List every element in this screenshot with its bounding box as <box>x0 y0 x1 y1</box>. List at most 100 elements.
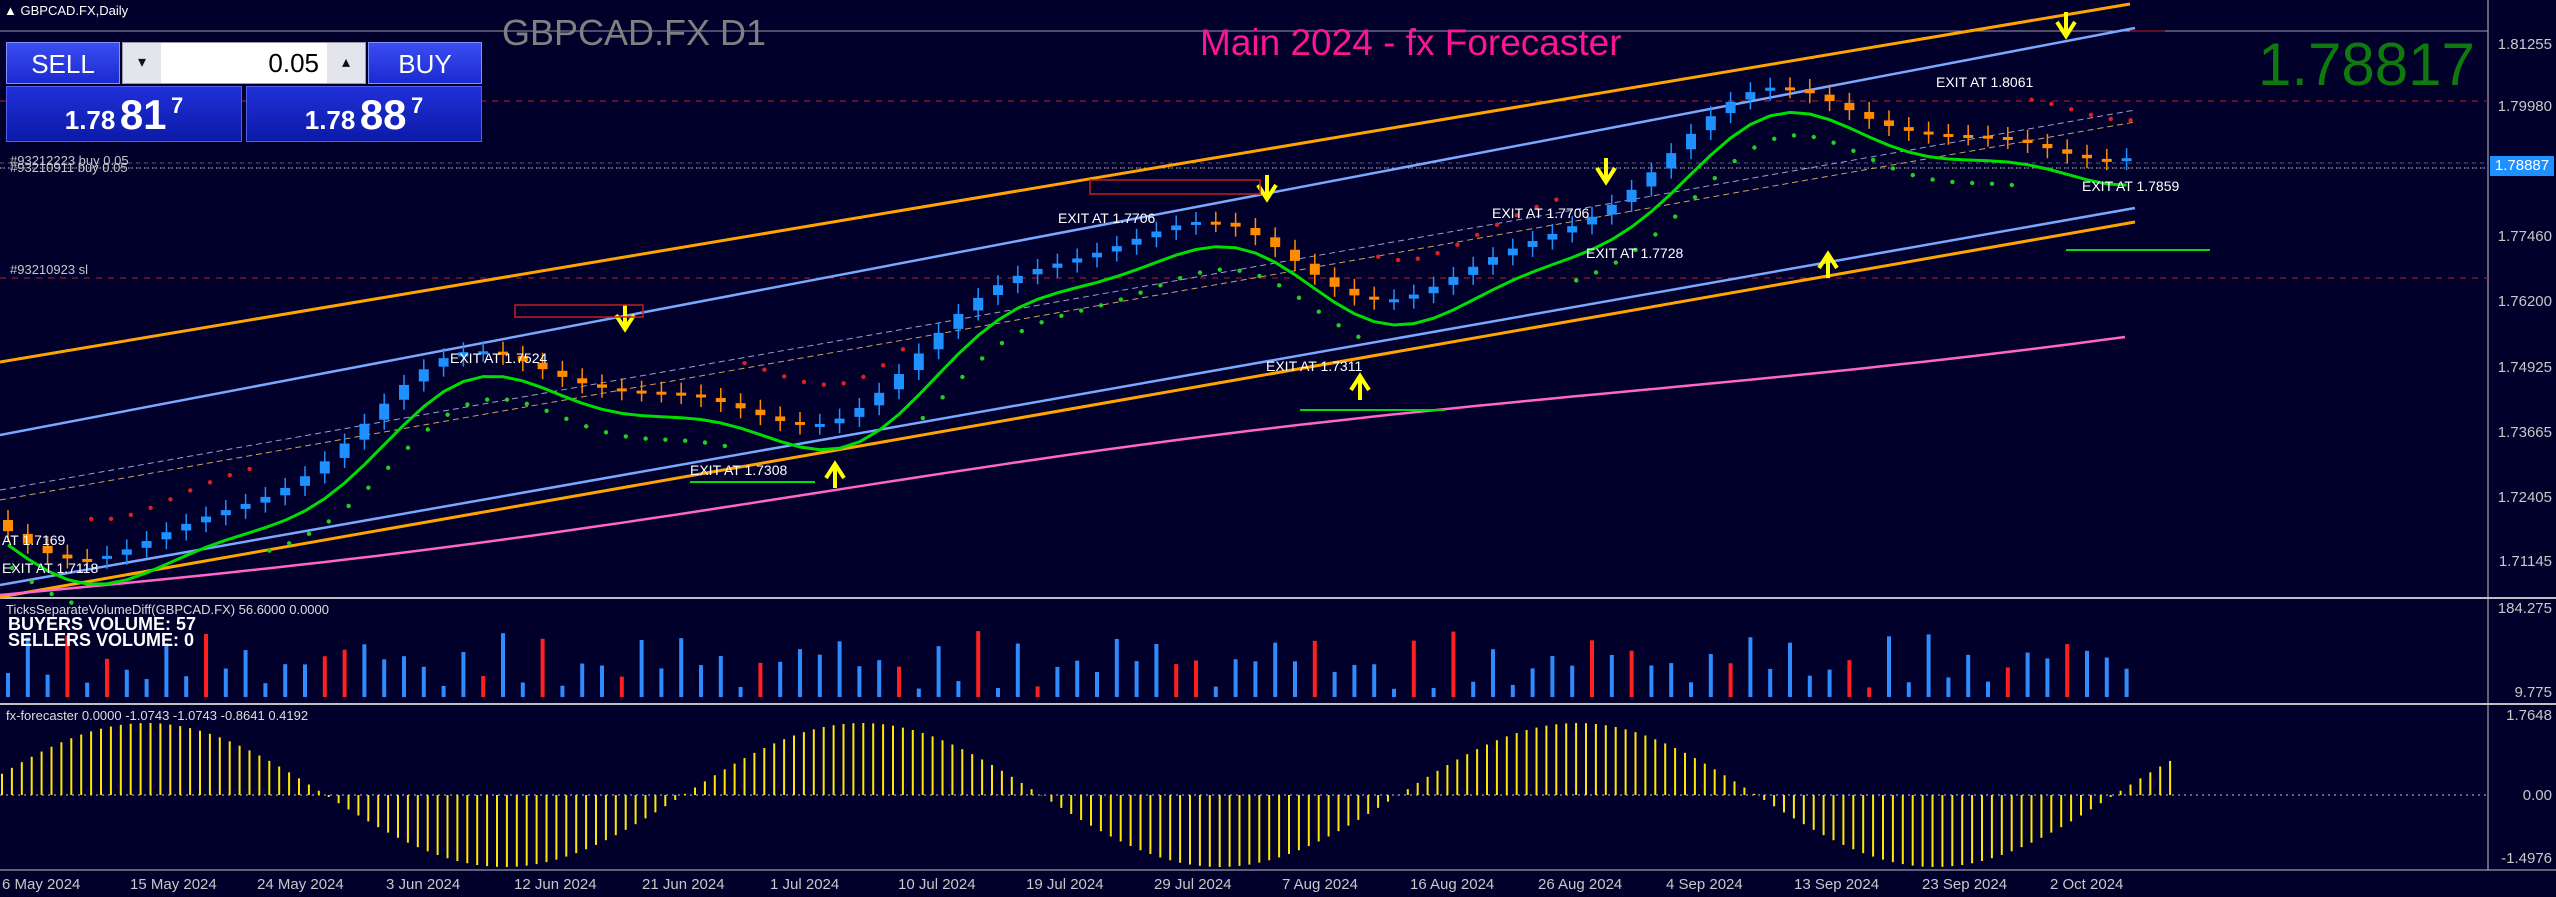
sell-arrow-icon <box>1256 175 1278 203</box>
sar-dot <box>564 416 569 421</box>
sar-dot <box>1950 179 1955 185</box>
sar-dot <box>1296 295 1302 300</box>
lot-stepper[interactable]: ▾ ▴ <box>122 42 366 84</box>
sar-dot <box>1534 204 1539 210</box>
buy-price-prefix: 1.78 <box>304 105 356 135</box>
lot-increase-icon[interactable]: ▴ <box>327 43 365 83</box>
buy-volume-bar <box>1253 661 1258 697</box>
buy-volume-bar <box>2085 650 2089 697</box>
sell-volume-bar <box>1174 664 1179 697</box>
sar-dot <box>1494 222 1500 227</box>
buy-volume-bar <box>6 673 10 697</box>
sar-dot <box>1890 166 1896 171</box>
buy-volume-bar <box>184 676 189 697</box>
buy-volume-bar <box>916 688 921 697</box>
bull-candle <box>280 487 291 496</box>
buy-volume-bar <box>1055 666 1060 697</box>
bull-candle <box>874 392 885 406</box>
bear-candle <box>1230 222 1241 227</box>
bull-candle <box>240 503 251 509</box>
sar-dot <box>2069 107 2074 112</box>
date-axis-label: 12 Jun 2024 <box>514 876 597 893</box>
sar-dot <box>1752 145 1757 150</box>
sar-dot <box>999 340 1005 346</box>
order-label-buy-1[interactable]: #93212223 buy 0.05 <box>10 153 129 168</box>
forecaster-axis-mid: 0.00 <box>2522 787 2552 804</box>
bear-candle <box>2062 149 2073 154</box>
bear-candle <box>1844 102 1855 111</box>
buy-volume-bar <box>1213 686 1218 697</box>
volume-axis-bottom: 9.775 <box>2514 684 2552 701</box>
volume-panel-title: TicksSeparateVolumeDiff(GBPCAD.FX) 56.60… <box>6 602 329 617</box>
sell-volume-bar <box>322 656 327 697</box>
bear-candle <box>1983 135 1993 139</box>
sar-dot <box>1811 134 1817 140</box>
buy-volume-bar <box>738 686 743 697</box>
buy-volume-bar <box>1392 688 1396 697</box>
buy-volume-bar <box>1768 668 1773 697</box>
bear-candle <box>1903 127 1914 131</box>
bear-candle <box>1785 87 1795 91</box>
date-axis-label: 4 Sep 2024 <box>1666 876 1743 893</box>
sell-volume-bar <box>204 634 208 697</box>
symbol-header: GBPCAD.FX D1 <box>502 12 767 53</box>
buy-price-button[interactable]: 1.78 88 7 <box>246 86 482 142</box>
buy-volume-bar <box>421 666 426 697</box>
bull-candle <box>1072 258 1083 263</box>
buy-volume-bar <box>164 643 169 697</box>
lot-size-input[interactable] <box>163 43 325 83</box>
sar-dot <box>1237 268 1242 273</box>
sell-button[interactable]: SELL <box>6 42 120 84</box>
lot-decrease-icon[interactable]: ▾ <box>123 43 161 83</box>
buy-volume-bar <box>1887 636 1891 697</box>
bear-candle <box>2101 158 2112 162</box>
sell-price-button[interactable]: 1.78 81 7 <box>6 86 242 142</box>
sar-dot <box>2088 112 2094 117</box>
exit-label: EXIT AT 1.7311 <box>1266 358 1363 374</box>
exit-label: EXIT AT 1.7524 <box>450 350 548 366</box>
sar-dot <box>1118 297 1124 302</box>
bull-candle <box>319 461 330 474</box>
stop-loss-label[interactable]: #93210923 sl <box>10 262 89 277</box>
price-axis-label: 1.81255 <box>2497 36 2552 53</box>
sell-volume-bar <box>1629 650 1634 697</box>
sar-dot <box>1257 273 1262 279</box>
order-label-buy-2[interactable]: #93210911 buy 0.05 <box>10 160 128 175</box>
sar-dot <box>1574 278 1579 283</box>
sar-dot <box>1692 195 1698 200</box>
buy-volume-bar <box>303 664 307 697</box>
sar-dot <box>1970 180 1975 186</box>
bear-candle <box>62 554 73 559</box>
sar-dot <box>1079 308 1084 313</box>
buy-button[interactable]: BUY <box>368 42 482 84</box>
channel-lower-line <box>0 220 2136 599</box>
sar-dot <box>861 374 866 380</box>
buy-volume-bar <box>936 646 941 697</box>
exit-label: EXIT AT 1.8061 <box>1936 74 2034 90</box>
channel-mid-line <box>0 109 2136 491</box>
buy-volume-bar <box>1471 681 1476 697</box>
bear-candle <box>1943 133 1954 137</box>
one-click-trading-panel: SELL ▾ ▴ BUY 1.78 81 7 1.78 88 7 <box>6 42 482 144</box>
sar-dot <box>1197 270 1203 275</box>
sar-dot <box>584 424 589 429</box>
buy-volume-bar <box>1570 665 1575 697</box>
sar-dot <box>1356 334 1361 340</box>
sar-dot <box>1395 257 1401 263</box>
collapse-icon[interactable]: ▲ <box>4 3 17 18</box>
sell-volume-bar <box>758 662 763 697</box>
bull-candle <box>1587 216 1597 225</box>
sar-dot <box>485 397 490 402</box>
sar-dot <box>148 505 153 511</box>
bull-candle <box>1606 204 1617 215</box>
bull-candle <box>814 423 825 427</box>
bull-candle <box>993 285 1003 296</box>
buy-volume-bar <box>1491 649 1495 697</box>
bull-candle <box>1131 238 1142 245</box>
price-axis-label: 1.72405 <box>2497 489 2552 506</box>
bull-candle <box>1032 268 1043 275</box>
sar-dot <box>900 347 906 352</box>
sar-dot <box>1871 157 1876 163</box>
sar-dot <box>1455 242 1460 248</box>
